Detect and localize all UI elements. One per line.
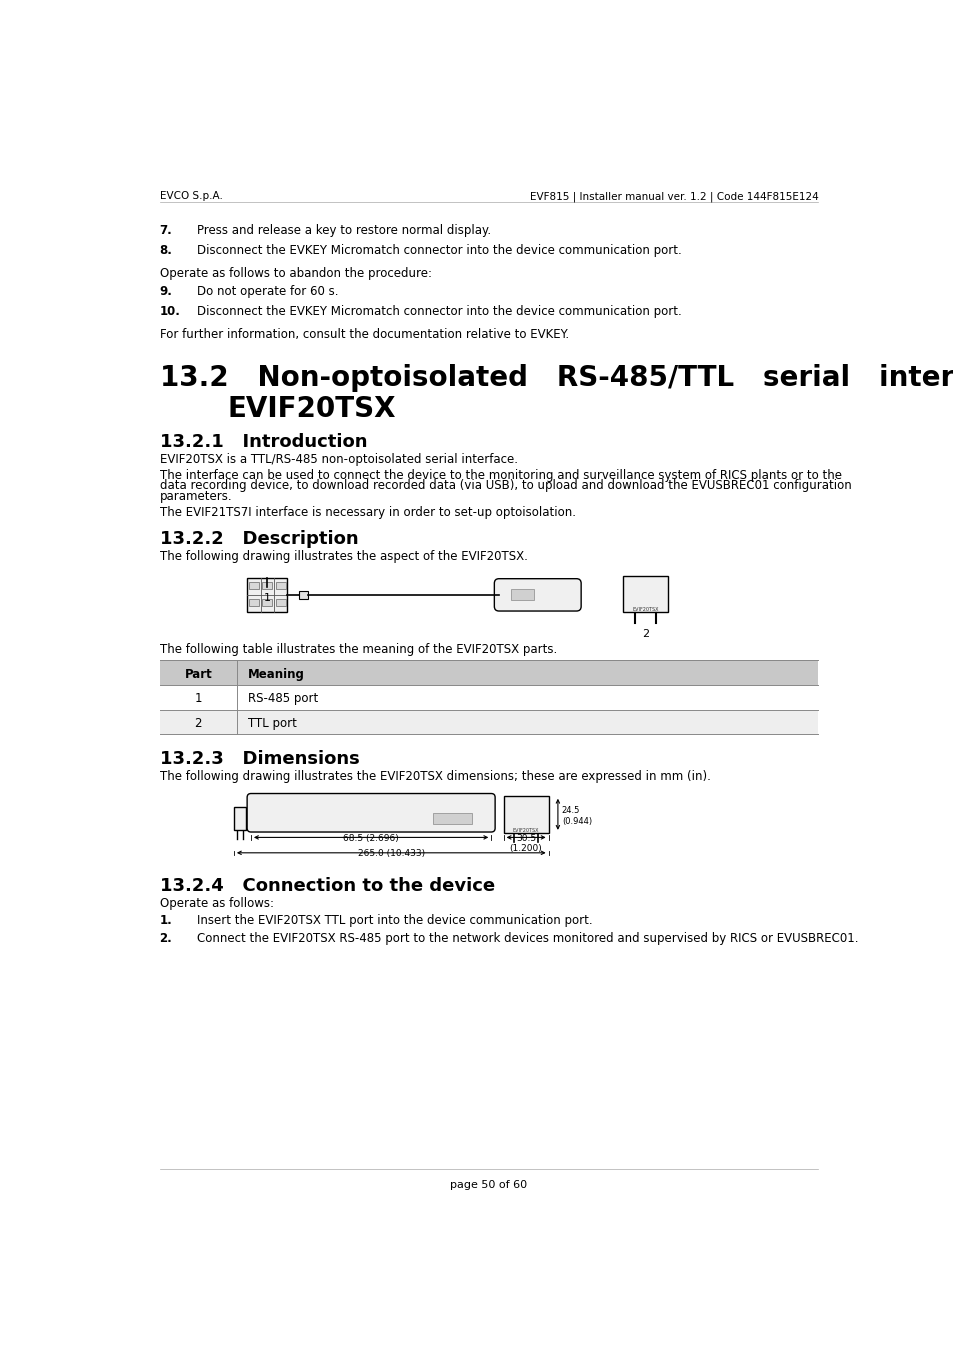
Bar — [275, 582, 286, 589]
Text: 2.: 2. — [159, 932, 172, 946]
Bar — [159, 685, 818, 709]
Text: Disconnect the EVKEY Micromatch connector into the device communication port.: Disconnect the EVKEY Micromatch connecto… — [196, 305, 680, 319]
Text: Press and release a key to restore normal display.: Press and release a key to restore norma… — [196, 224, 491, 236]
Text: The interface can be used to connect the device to the monitoring and surveillan: The interface can be used to connect the… — [159, 469, 841, 481]
Text: Meaning: Meaning — [248, 667, 304, 681]
Bar — [249, 582, 258, 589]
Text: 265.0 (10.433): 265.0 (10.433) — [357, 848, 424, 858]
Text: Operate as follows to abandon the procedure:: Operate as follows to abandon the proced… — [159, 267, 431, 280]
Text: EVCO S.p.A.: EVCO S.p.A. — [159, 192, 222, 201]
Text: The following drawing illustrates the EVIF20TSX dimensions; these are expressed : The following drawing illustrates the EV… — [159, 770, 710, 782]
Text: 1: 1 — [194, 692, 202, 705]
Bar — [433, 813, 472, 824]
Text: The following drawing illustrates the aspect of the EVIF20TSX.: The following drawing illustrates the as… — [159, 550, 527, 563]
Text: 13.2.4   Connection to the device: 13.2.4 Connection to the device — [159, 877, 495, 894]
Text: Do not operate for 60 s.: Do not operate for 60 s. — [196, 285, 338, 299]
Bar — [159, 709, 818, 734]
Bar — [510, 589, 534, 600]
Bar — [159, 661, 818, 685]
Bar — [247, 578, 287, 612]
Text: For further information, consult the documentation relative to EVKEY.: For further information, consult the doc… — [159, 328, 568, 342]
Text: 9.: 9. — [159, 285, 172, 299]
Text: EVIF20TSX is a TTL/RS-485 non-optoisolated serial interface.: EVIF20TSX is a TTL/RS-485 non-optoisolat… — [159, 453, 517, 466]
Text: 13.2.2   Description: 13.2.2 Description — [159, 530, 357, 549]
Text: EVIF20TSX: EVIF20TSX — [513, 828, 538, 834]
Text: 2: 2 — [641, 628, 648, 639]
Text: 10.: 10. — [159, 305, 180, 319]
Text: 13.2.3   Dimensions: 13.2.3 Dimensions — [159, 750, 359, 767]
Text: parameters.: parameters. — [159, 490, 232, 503]
Bar — [262, 582, 273, 589]
Text: 1: 1 — [263, 593, 271, 604]
FancyBboxPatch shape — [247, 793, 495, 832]
Bar — [262, 598, 273, 607]
Bar — [275, 598, 286, 607]
Text: Operate as follows:: Operate as follows: — [159, 897, 274, 909]
Bar — [233, 807, 246, 830]
Text: EVIF20TSX: EVIF20TSX — [632, 607, 658, 612]
Text: 68.5 (2.696): 68.5 (2.696) — [343, 834, 398, 843]
Bar — [249, 598, 258, 607]
Text: data recording device, to download recorded data (via USB), to upload and downlo: data recording device, to download recor… — [159, 480, 850, 492]
Text: 7.: 7. — [159, 224, 172, 236]
Text: EVF815 | Installer manual ver. 1.2 | Code 144F815E124: EVF815 | Installer manual ver. 1.2 | Cod… — [529, 192, 818, 201]
Text: 30.5
(1.200): 30.5 (1.200) — [509, 834, 542, 852]
Bar — [503, 796, 548, 832]
Text: Part: Part — [184, 667, 212, 681]
Text: EVIF20TSX: EVIF20TSX — [228, 394, 395, 423]
Text: 1.: 1. — [159, 913, 172, 927]
FancyBboxPatch shape — [494, 578, 580, 611]
Text: 24.5
(0.944): 24.5 (0.944) — [561, 807, 591, 825]
Text: The following table illustrates the meaning of the EVIF20TSX parts.: The following table illustrates the mean… — [159, 643, 557, 657]
Bar — [622, 577, 667, 612]
Text: 13.2.1   Introduction: 13.2.1 Introduction — [159, 434, 367, 451]
Text: Connect the EVIF20TSX RS-485 port to the network devices monitored and supervise: Connect the EVIF20TSX RS-485 port to the… — [196, 932, 858, 946]
Text: 2: 2 — [194, 717, 202, 730]
Text: The EVIF21TS7I interface is necessary in order to set-up optoisolation.: The EVIF21TS7I interface is necessary in… — [159, 505, 575, 519]
Bar — [298, 590, 308, 598]
Text: 8.: 8. — [159, 243, 172, 257]
Text: page 50 of 60: page 50 of 60 — [450, 1179, 527, 1190]
Text: TTL port: TTL port — [248, 717, 296, 730]
Text: 13.2   Non-optoisolated   RS-485/TTL   serial   interface: 13.2 Non-optoisolated RS-485/TTL serial … — [159, 363, 953, 392]
Text: Disconnect the EVKEY Micromatch connector into the device communication port.: Disconnect the EVKEY Micromatch connecto… — [196, 243, 680, 257]
Text: RS-485 port: RS-485 port — [248, 692, 317, 705]
Text: Insert the EVIF20TSX TTL port into the device communication port.: Insert the EVIF20TSX TTL port into the d… — [196, 913, 592, 927]
